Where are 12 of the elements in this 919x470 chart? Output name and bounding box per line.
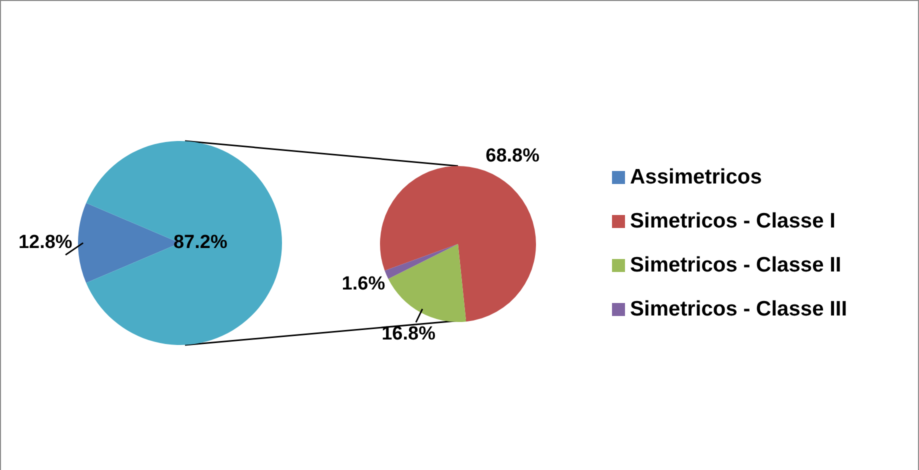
- legend-label: Simetricos - Classe III: [630, 298, 848, 321]
- data-label: 87.2%: [173, 232, 228, 254]
- data-label: 16.8%: [382, 323, 436, 344]
- legend-label: Assimetricos: [630, 166, 762, 189]
- data-label: 1.6%: [342, 274, 386, 295]
- pie-slice: [388, 244, 466, 322]
- data-label: 68.8%: [486, 146, 540, 167]
- pie-slice: [86, 141, 282, 345]
- legend-label: Simetricos - Classe I: [630, 210, 836, 233]
- legend-label: Simetricos - Classe II: [630, 254, 842, 277]
- data-label: 12.8%: [18, 232, 72, 253]
- pie-slice: [384, 244, 458, 279]
